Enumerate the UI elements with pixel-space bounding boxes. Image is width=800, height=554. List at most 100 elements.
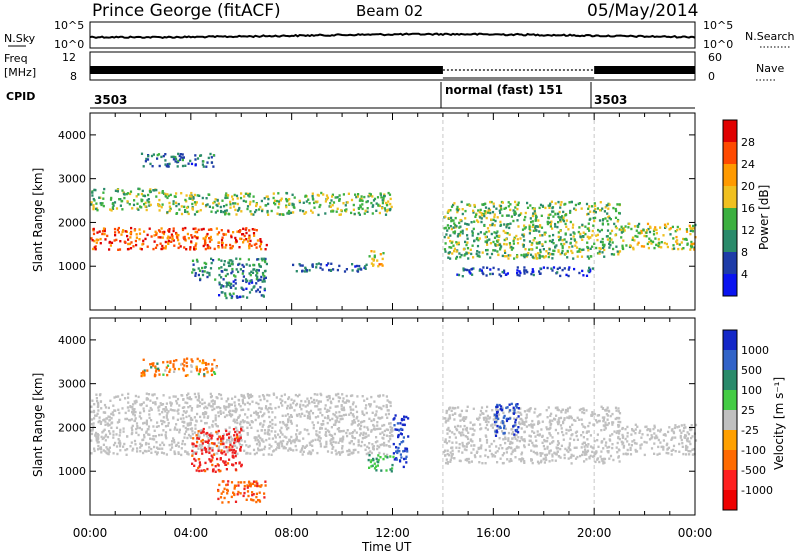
range-gate-cell <box>642 245 646 248</box>
range-gate-cell <box>239 446 242 449</box>
range-gate-cell <box>173 367 176 371</box>
range-gate-cell <box>280 197 283 200</box>
range-gate-cell <box>356 270 360 273</box>
range-gate-cell <box>164 433 167 437</box>
range-gate-cell <box>209 392 212 396</box>
range-gate-cell <box>151 165 154 168</box>
range-gate-cell <box>517 214 520 217</box>
range-gate-cell <box>601 222 604 225</box>
range-gate-cell <box>91 239 94 242</box>
range-gate-cell <box>297 439 300 442</box>
range-gate-cell <box>242 295 245 298</box>
range-gate-cell <box>208 271 211 275</box>
range-gate-cell <box>682 452 685 456</box>
range-gate-cell <box>465 429 468 432</box>
range-gate-cell <box>275 199 279 203</box>
range-gate-cell <box>502 438 505 441</box>
range-gate-cell <box>234 236 237 240</box>
range-gate-cell <box>608 240 611 243</box>
range-gate-cell <box>196 441 199 444</box>
range-gate-cell <box>250 498 253 501</box>
range-gate-cell <box>213 200 216 204</box>
range-gate-cell <box>271 411 274 414</box>
range-gate-cell <box>145 404 148 407</box>
range-gate-cell <box>308 441 311 445</box>
range-gate-cell <box>255 290 258 293</box>
range-gate-cell <box>152 362 155 365</box>
range-gate-cell <box>492 418 495 421</box>
range-gate-cell <box>506 232 509 235</box>
range-gate-cell <box>172 158 175 161</box>
range-gate-cell <box>341 440 344 443</box>
range-gate-cell <box>290 422 293 425</box>
range-gate-cell <box>493 236 497 239</box>
range-gate-cell <box>601 407 605 410</box>
range-gate-cell <box>371 257 374 261</box>
range-gate-cell <box>201 266 204 270</box>
range-gate-cell <box>447 417 450 420</box>
range-gate-cell <box>375 436 378 439</box>
range-gate-cell <box>202 244 205 248</box>
range-gate-cell <box>203 374 206 378</box>
range-gate-cell <box>568 266 571 269</box>
range-gate-cell <box>249 393 252 396</box>
range-gate-cell <box>451 452 454 456</box>
range-gate-cell <box>614 207 617 211</box>
range-gate-cell <box>301 453 304 456</box>
range-gate-cell <box>372 263 375 266</box>
range-gate-cell <box>252 263 255 267</box>
range-gate-cell <box>548 421 551 424</box>
range-gate-cell <box>311 400 314 404</box>
range-gate-cell <box>180 192 183 195</box>
range-gate-cell <box>493 224 496 227</box>
range-gate-cell <box>255 204 258 208</box>
range-gate-cell <box>156 362 159 365</box>
freq-tick-high: 12 <box>62 51 76 64</box>
range-gate-cell <box>614 406 618 409</box>
range-gate-cell <box>658 241 661 245</box>
range-gate-cell <box>166 424 170 427</box>
range-gate-cell <box>171 440 174 443</box>
range-gate-cell <box>407 435 410 438</box>
range-gate-cell <box>272 192 275 195</box>
range-gate-cell <box>301 447 304 450</box>
range-gate-cell <box>140 198 143 201</box>
range-gate-cell <box>485 274 488 277</box>
range-gate-cell <box>500 208 503 211</box>
range-gate-cell <box>296 429 299 432</box>
range-gate-cell <box>523 224 526 227</box>
range-gate-cell <box>112 452 115 455</box>
range-gate-cell <box>129 190 133 193</box>
range-gate-cell <box>603 210 606 213</box>
range-gate-cell <box>263 412 266 415</box>
range-gate-cell <box>111 411 114 414</box>
range-gate-cell <box>617 456 620 459</box>
range-gate-cell <box>325 440 328 444</box>
range-gate-cell <box>140 417 143 420</box>
range-gate-cell <box>630 227 633 231</box>
range-gate-cell <box>483 418 486 421</box>
range-gate-cell <box>401 423 404 426</box>
range-gate-cell <box>274 434 277 437</box>
range-gate-cell <box>682 429 685 433</box>
range-gate-cell <box>178 208 181 211</box>
range-gate-cell <box>164 425 168 428</box>
range-gate-cell <box>246 401 249 404</box>
range-gate-cell <box>201 402 204 406</box>
range-gate-cell <box>204 422 207 425</box>
range-gate-cell <box>559 236 562 239</box>
range-gate-cell <box>562 219 565 223</box>
range-gate-cell <box>557 221 560 224</box>
range-gate-cell <box>479 231 482 234</box>
range-gate-cell <box>92 207 95 211</box>
range-gate-cell <box>345 401 348 404</box>
range-gate-cell <box>191 202 194 206</box>
range-gate-cell <box>539 203 543 207</box>
range-gate-cell <box>142 165 145 168</box>
range-gate-cell <box>189 435 192 438</box>
range-gate-cell <box>487 209 490 212</box>
range-gate-cell <box>260 484 263 487</box>
range-gate-cell <box>461 418 464 421</box>
range-gate-cell <box>251 271 255 274</box>
range-gate-cell <box>153 445 156 449</box>
